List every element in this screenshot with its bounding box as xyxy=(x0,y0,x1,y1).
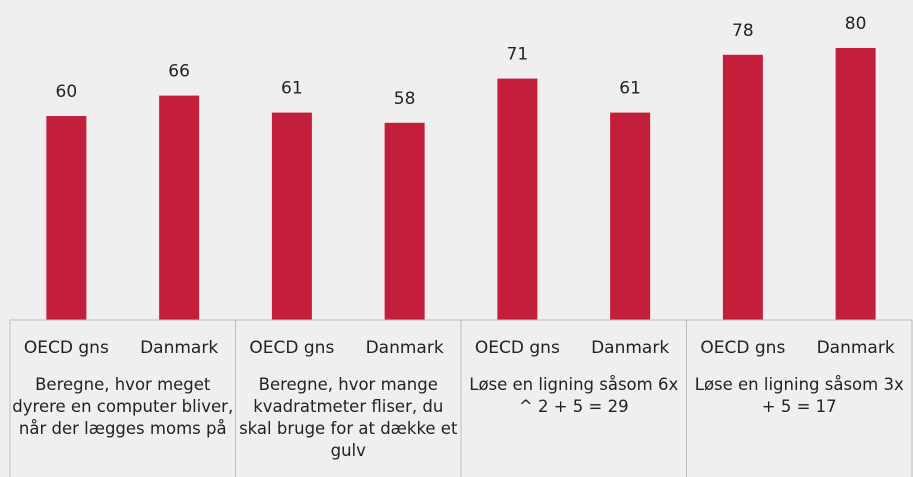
bar xyxy=(722,54,763,321)
group-label: Løse en ligning såsom 6x ^ 2 + 5 = 29 xyxy=(469,375,679,416)
bar xyxy=(159,95,200,320)
x-tick-label: OECD gns xyxy=(475,338,560,358)
group-label: Beregne, hvor meget dyrere en computer b… xyxy=(12,375,234,438)
x-tick-label: Danmark xyxy=(591,338,669,358)
value-label: 78 xyxy=(732,21,754,41)
bar xyxy=(46,116,87,320)
value-label: 61 xyxy=(619,79,641,99)
bar xyxy=(835,48,876,320)
x-tick-label: OECD gns xyxy=(249,338,334,358)
bar xyxy=(497,78,538,320)
group-label: Beregne, hvor mange kvadratmeter fliser,… xyxy=(239,375,458,460)
value-label: 58 xyxy=(394,89,416,109)
bar xyxy=(610,112,651,320)
x-tick-label: Danmark xyxy=(366,338,444,358)
group-label: Løse en ligning såsom 3x + 5 = 17 xyxy=(694,375,904,416)
bar xyxy=(271,112,312,320)
bar xyxy=(384,122,425,320)
x-tick-label: OECD gns xyxy=(700,338,785,358)
value-label: 80 xyxy=(845,14,867,34)
value-label: 66 xyxy=(168,62,190,82)
x-tick-label: OECD gns xyxy=(24,338,109,358)
value-label: 71 xyxy=(507,45,529,65)
x-tick-label: Danmark xyxy=(140,338,218,358)
value-label: 61 xyxy=(281,79,303,99)
x-tick-label: Danmark xyxy=(817,338,895,358)
value-label: 60 xyxy=(56,82,78,102)
